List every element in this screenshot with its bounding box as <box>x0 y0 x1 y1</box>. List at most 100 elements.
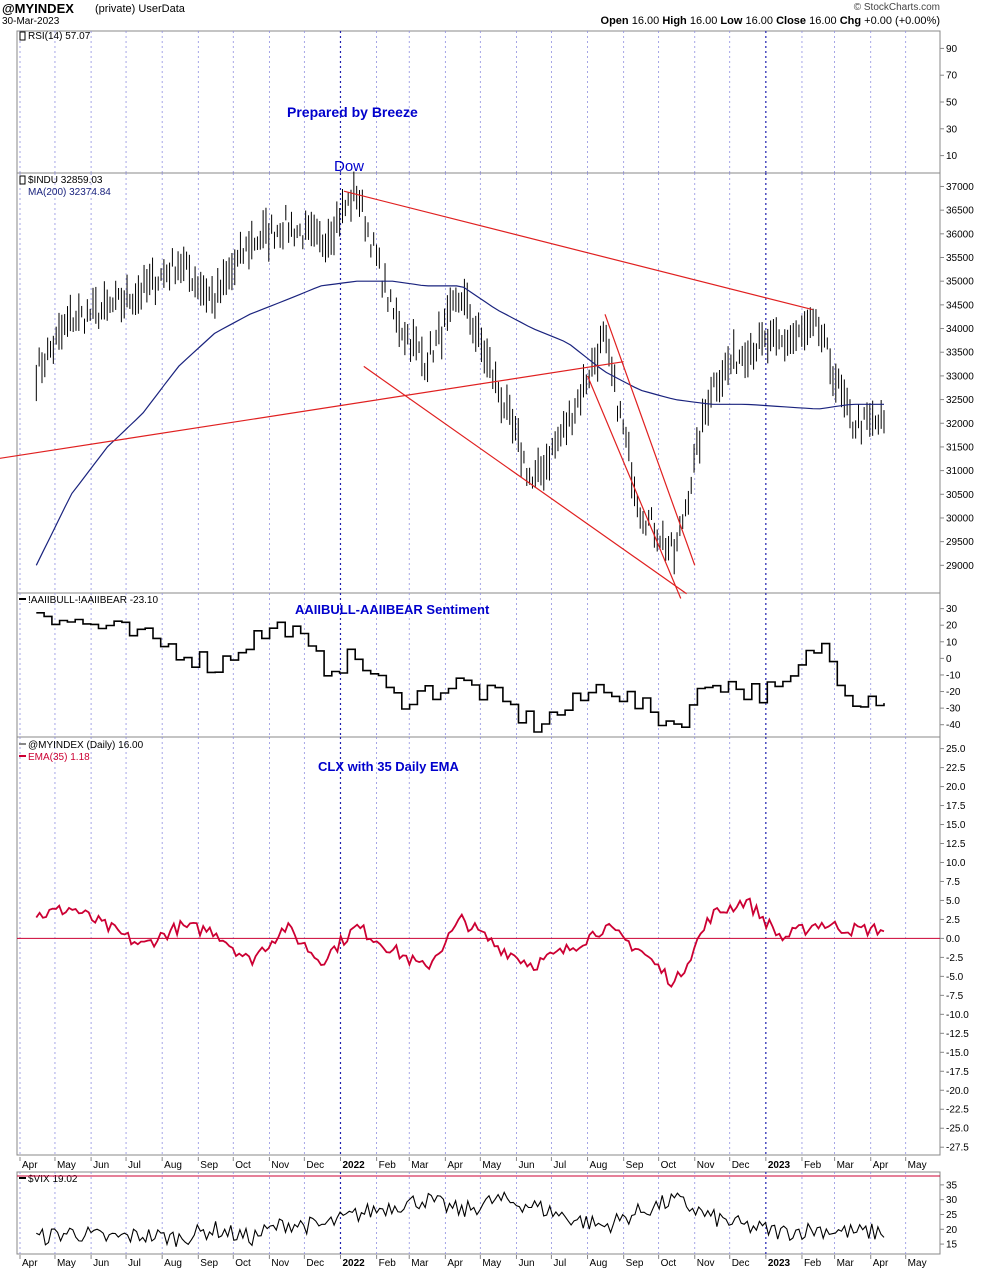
y-tick-label: 30 <box>946 1195 958 1206</box>
y-tick-label: 12.5 <box>946 839 966 850</box>
trendline <box>604 314 696 566</box>
x-axis-label: Dec <box>306 1258 324 1269</box>
y-tick-label: 31000 <box>946 466 974 477</box>
y-tick-label: 30 <box>946 604 958 615</box>
x-axis-label: 2022 <box>342 1258 365 1269</box>
x-axis-label: Sep <box>626 1258 644 1269</box>
y-tick-label: 7.5 <box>946 877 960 888</box>
x-axis-label: Nov <box>697 1258 715 1269</box>
trendline <box>363 365 687 595</box>
x-axis-label: Jul <box>128 1258 141 1269</box>
x-axis-label: Apr <box>22 1258 38 1269</box>
clx-legend: @MYINDEX (Daily) 16.00 <box>28 740 144 751</box>
y-tick-label: 34500 <box>946 300 974 311</box>
y-tick-label: 32500 <box>946 395 974 406</box>
x-axis-label: May <box>57 1258 76 1269</box>
ma-legend: MA(200) 32374.84 <box>28 187 111 198</box>
y-tick-label: -7.5 <box>946 991 964 1002</box>
x-axis-label: Nov <box>271 1258 289 1269</box>
x-axis-label: Aug <box>590 1258 608 1269</box>
y-tick-label: 50 <box>946 98 958 109</box>
y-tick-label: 15.0 <box>946 820 966 831</box>
y-tick-label: 20 <box>946 621 958 632</box>
x-axis-label: 2023 <box>768 1160 791 1171</box>
x-axis-label: May <box>908 1160 927 1171</box>
indu-bars <box>35 171 885 575</box>
y-tick-label: -40 <box>946 720 961 731</box>
x-axis-label: Dec <box>306 1160 324 1171</box>
y-tick-label: 10 <box>946 151 958 162</box>
x-axis-label: Apr <box>447 1258 463 1269</box>
aaii-legend: !AAIIBULL-!AAIIBEAR -23.10 <box>28 595 158 606</box>
ohlc-readout: Open 16.00 High 16.00 Low 16.00 Close 16… <box>600 15 940 27</box>
y-tick-label: 25.0 <box>946 744 966 755</box>
chart-date: 30-Mar-2023 <box>2 16 60 27</box>
x-axis-label: Mar <box>411 1160 429 1171</box>
y-tick-label: 36000 <box>946 229 974 240</box>
y-tick-label: 37000 <box>946 182 974 193</box>
y-tick-label: -25.0 <box>946 1124 969 1135</box>
panel-frame-vix <box>16 1171 941 1255</box>
y-tick-label: -27.5 <box>946 1143 969 1154</box>
y-tick-label: 33000 <box>946 371 974 382</box>
brand-label: © StockCharts.com <box>853 2 940 13</box>
x-axis-label: May <box>908 1258 927 1269</box>
x-axis-label: Jul <box>553 1160 566 1171</box>
x-axis-label: Jul <box>128 1160 141 1171</box>
y-tick-label: -10 <box>946 670 961 681</box>
x-axis-label: Mar <box>411 1258 429 1269</box>
x-axis-label: Mar <box>837 1258 855 1269</box>
trendline <box>586 375 682 599</box>
y-tick-label: -2.5 <box>946 953 964 964</box>
y-tick-label: 30500 <box>946 490 974 501</box>
x-axis-label: May <box>482 1258 501 1269</box>
x-axis-label: Apr <box>873 1258 889 1269</box>
x-axis-label: May <box>482 1160 501 1171</box>
x-axis-label: Aug <box>164 1258 182 1269</box>
x-axis-label: Sep <box>626 1160 644 1171</box>
y-tick-label: -10.0 <box>946 1010 969 1021</box>
x-axis-label: Oct <box>661 1258 677 1269</box>
dow-annotation: Dow <box>334 158 364 175</box>
vix-legend: $VIX 19.02 <box>28 1174 78 1185</box>
chart-symbol: @MYINDEX <box>2 1 74 16</box>
x-axis-label: Feb <box>379 1258 397 1269</box>
trendline <box>0 361 624 459</box>
aaii-line <box>36 612 885 733</box>
y-tick-label: 35 <box>946 1180 958 1191</box>
vix-line <box>36 1191 885 1247</box>
legend-swatch <box>19 31 26 41</box>
y-tick-label: 25 <box>946 1210 958 1221</box>
x-axis-label: Sep <box>200 1160 218 1171</box>
y-tick-label: 35000 <box>946 277 974 288</box>
x-axis-label: Nov <box>271 1160 289 1171</box>
y-tick-label: 0 <box>946 654 952 665</box>
y-tick-label: -30 <box>946 704 961 715</box>
x-axis-label: Dec <box>732 1160 750 1171</box>
x-axis-label: Jul <box>553 1258 566 1269</box>
chart-scope: (private) UserData <box>95 3 185 15</box>
x-axis-label: Sep <box>200 1258 218 1269</box>
y-tick-label: -20.0 <box>946 1086 969 1097</box>
x-axis-label: 2022 <box>342 1160 365 1171</box>
y-tick-label: 20 <box>946 1225 958 1236</box>
clx-annotation: CLX with 35 Daily EMA <box>318 759 459 774</box>
x-axis-label: Mar <box>837 1160 855 1171</box>
aaii-annotation: AAIIBULL-AAIIBEAR Sentiment <box>295 602 490 617</box>
x-axis-label: Jun <box>518 1258 534 1269</box>
panel-frame-rsi <box>16 30 941 174</box>
y-tick-label: 35500 <box>946 253 974 264</box>
trendline <box>343 190 813 311</box>
y-tick-label: 29500 <box>946 537 974 548</box>
x-axis-label: Feb <box>804 1160 822 1171</box>
y-tick-label: -20 <box>946 687 961 698</box>
ema-line <box>35 897 885 988</box>
x-axis-label: Apr <box>447 1160 463 1171</box>
y-tick-label: 33500 <box>946 348 974 359</box>
x-axis-label: Aug <box>590 1160 608 1171</box>
y-tick-label: 5.0 <box>946 896 960 907</box>
ma200-line <box>35 280 884 566</box>
x-axis-label: May <box>57 1160 76 1171</box>
y-tick-label: 30 <box>946 124 958 135</box>
